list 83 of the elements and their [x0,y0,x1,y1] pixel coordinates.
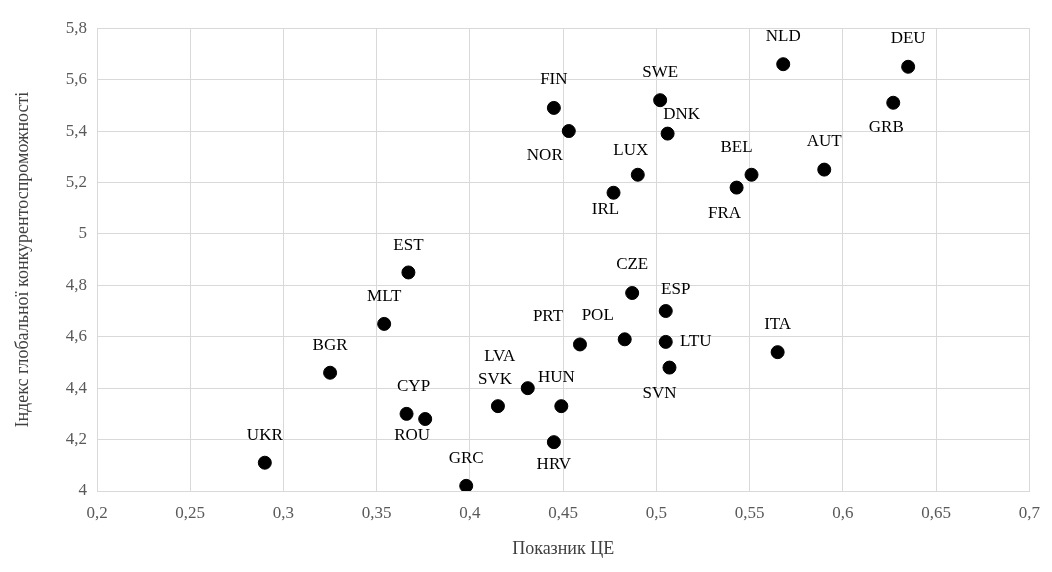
x-tick-label: 0,2 [86,502,108,522]
y-tick-label: 4,6 [65,326,87,346]
point [399,406,414,421]
point [377,316,392,331]
annotation: IRL [591,199,620,219]
point [572,337,587,352]
y-tick-label: 4,8 [65,274,87,294]
annotation: NLD [765,25,801,45]
point [901,59,916,74]
x-tick-label: 0,35 [361,502,392,522]
x-tick-label: 0,3 [272,502,295,522]
point [776,57,791,72]
annotation: LTU [680,331,712,351]
point [561,124,576,139]
annotation: HUN [537,366,575,386]
y-tick-label: 4,2 [65,429,87,449]
y-tick-label: 5,2 [65,171,87,191]
point [625,286,640,301]
point [653,93,668,108]
annotation: AUT [806,131,843,151]
y-tick-label: 5,4 [65,120,88,140]
point [459,478,474,491]
annotation: NOR [526,144,564,164]
y-tick-label: 5,6 [65,69,87,89]
annotation: ESP [661,279,691,299]
point [323,365,338,380]
annotation: LVA [484,345,517,365]
point [817,162,832,177]
annotation: POL [581,304,614,324]
annotation: MLT [367,286,402,306]
annotation: BEL [720,137,753,157]
point [401,265,416,280]
point [418,412,433,427]
annotation: GRB [868,117,904,137]
point [490,399,505,414]
point [658,304,673,319]
annotation: GRC [448,448,484,468]
x-tick-label: 0,6 [832,502,854,522]
point [729,180,744,195]
annotation: CZE [616,254,649,274]
point [546,435,561,450]
x-tick-label: 0,7 [1018,502,1041,522]
annotation: SVK [477,368,513,388]
point [546,100,561,115]
y-tick-label: 4 [78,480,88,500]
annotation: SVN [642,383,677,403]
x-tick-label: 0,45 [548,502,579,522]
x-axis-title: Показник ЦЕ [512,537,615,558]
y-tick-label: 5,8 [65,17,87,37]
annotation: DNK [663,104,701,124]
point [257,455,272,470]
x-tick-label: 0,5 [645,502,668,522]
annotation: HRV [536,453,572,473]
point [658,334,673,349]
point [744,167,759,182]
point [770,345,785,360]
y-tick-label: 5 [78,223,87,243]
point [520,381,535,396]
point [630,167,645,182]
x-tick-label: 0,25 [175,502,206,522]
point [886,95,901,110]
x-tick-label: 0,55 [734,502,765,522]
annotation: UKR [246,425,284,445]
annotation: LUX [613,140,649,160]
annotation: PRT [532,305,564,325]
annotation: ROU [394,425,431,445]
point [617,332,632,347]
annotation: DEU [890,28,926,48]
x-tick-label: 0,4 [459,502,482,522]
point [606,185,621,200]
annotation: CYP [397,376,431,396]
y-tick-label: 4,4 [65,377,88,397]
annotation: BGR [312,335,349,355]
annotation: ITA [764,313,792,333]
annotation: EST [393,234,425,254]
annotation: FRA [708,203,742,223]
annotation: FIN [540,69,568,89]
point [660,126,675,141]
point [662,360,677,375]
point [554,399,569,414]
y-axis-title: Індекс глобальної конкурентоспроможності [11,91,32,428]
annotation: SWE [642,61,679,81]
x-tick-label: 0,65 [921,502,952,522]
